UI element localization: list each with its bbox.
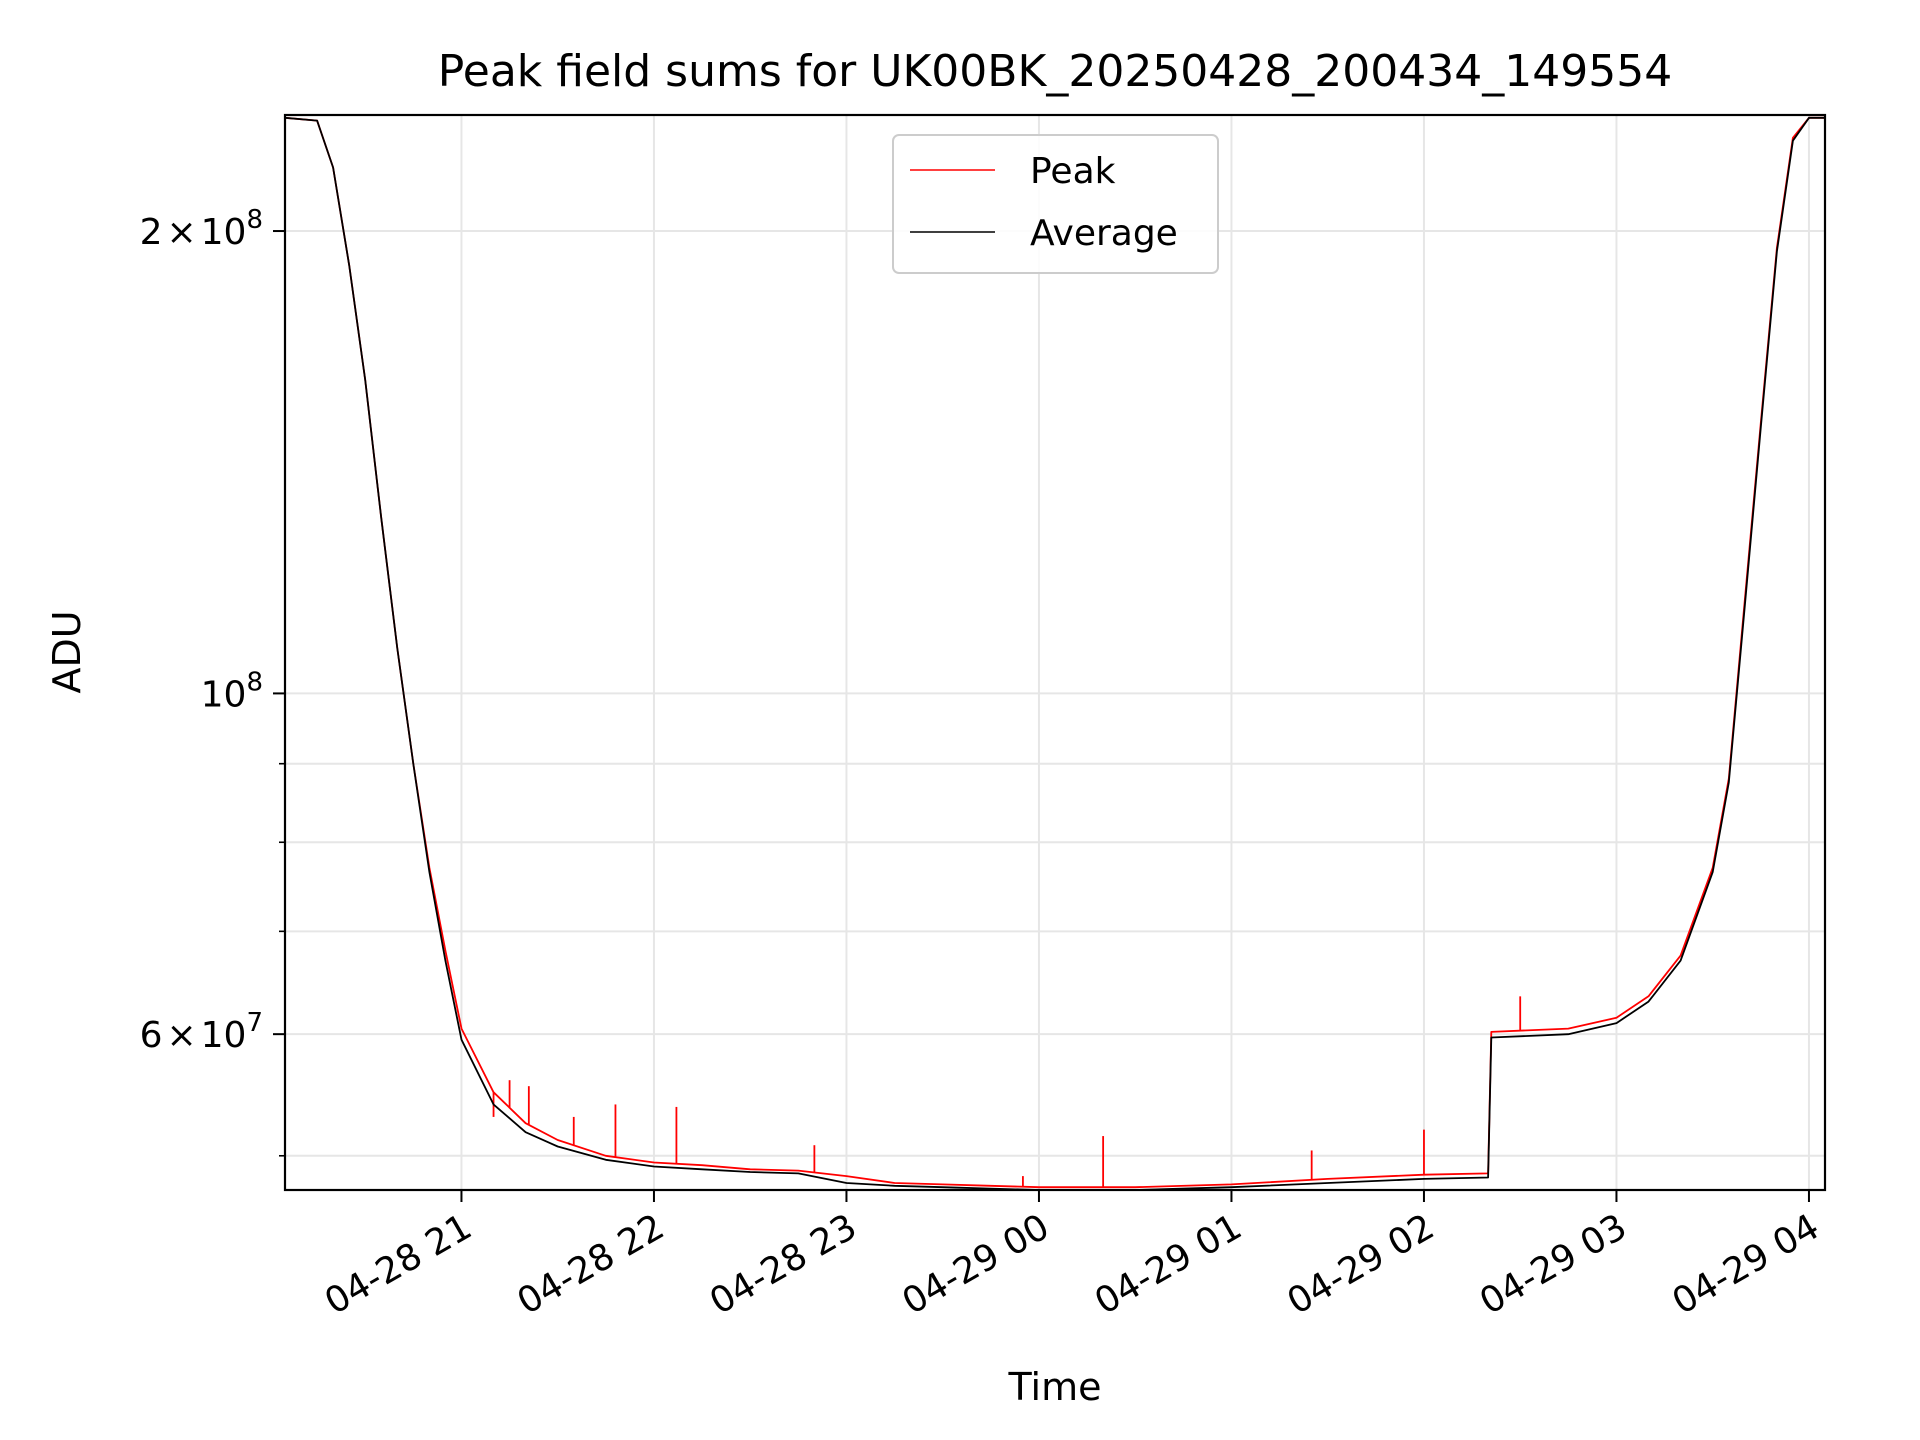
y-tick-base: 10 [201, 1015, 247, 1056]
y-tick-mantissa: 2 [140, 212, 163, 253]
y-tick-base: 10 [201, 212, 247, 253]
y-tick-label: 2 × 108 [140, 205, 263, 253]
y-tick-times: × [166, 1015, 196, 1056]
legend-label-average: Average [1030, 213, 1178, 254]
series-line-average [285, 116, 1825, 1190]
y-tick-times: × [166, 212, 196, 253]
plot-frame [283, 113, 1827, 1192]
y-tick-exp: 8 [246, 667, 263, 697]
legend-label-peak: Peak [1030, 151, 1116, 192]
y-tick-exp: 8 [246, 205, 263, 235]
chart-title: Peak field sums for UK00BK_20250428_2004… [438, 46, 1672, 97]
y-tick-base: 10 [201, 674, 247, 715]
x-axis-label: Time [1008, 1365, 1102, 1409]
series-layer [285, 116, 1825, 1190]
y-tick-exp: 7 [246, 1008, 263, 1038]
y-axis-label: ADU [45, 610, 89, 693]
y-tick-mantissa: 6 [140, 1015, 163, 1056]
y-tick-label: 6 × 107 [140, 1008, 263, 1056]
y-tick-label: 108 [201, 667, 263, 715]
grid-lines [285, 115, 1825, 1190]
legend: Peak Average [892, 134, 1219, 274]
series-average [285, 116, 1825, 1190]
